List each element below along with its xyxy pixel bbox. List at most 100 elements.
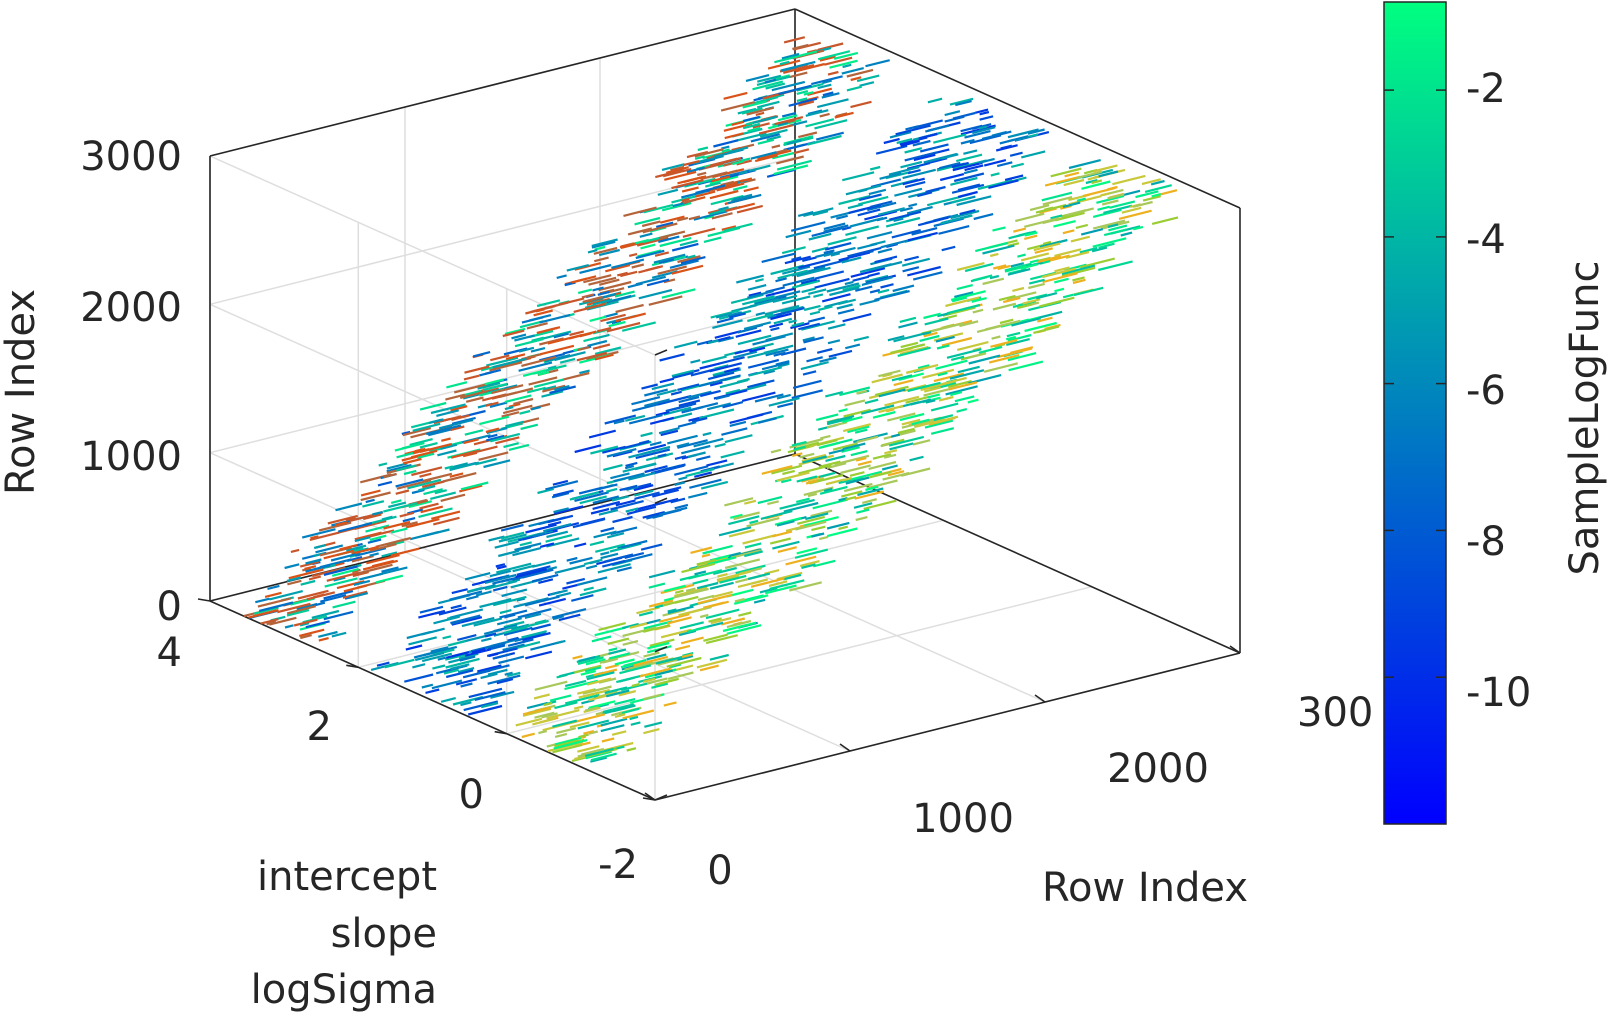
- sample-mark-slope: [384, 658, 415, 669]
- sample-mark-slope: [906, 205, 933, 215]
- sample-mark-intercept: [635, 249, 665, 260]
- sample-mark-logSigma: [1061, 264, 1096, 275]
- sample-mark-slope: [974, 108, 989, 114]
- sample-mark-intercept: [658, 258, 675, 264]
- sample-mark-intercept: [669, 259, 699, 269]
- sample-mark-intercept: [822, 91, 834, 97]
- sample-mark-intercept: [850, 100, 872, 109]
- sample-mark-logSigma: [826, 421, 848, 429]
- sample-mark-slope: [869, 165, 881, 171]
- sample-mark-slope: [826, 282, 860, 293]
- sample-mark-slope: [781, 295, 811, 305]
- sample-mark-intercept: [396, 479, 432, 490]
- sample-mark-slope: [727, 311, 743, 317]
- sample-mark-slope: [747, 313, 774, 323]
- sample-mark-slope: [1007, 135, 1029, 143]
- sample-mark-slope: [613, 419, 625, 425]
- sample-mark-slope: [949, 97, 974, 106]
- sample-mark-logSigma: [554, 732, 568, 738]
- sample-mark-slope: [839, 242, 852, 248]
- sample-mark-intercept: [419, 502, 439, 510]
- sample-mark-intercept: [579, 369, 590, 375]
- sample-mark-intercept: [865, 59, 890, 68]
- sample-mark-intercept: [841, 67, 864, 75]
- sample-mark-intercept: [378, 462, 388, 467]
- sample-mark-logSigma: [526, 701, 548, 710]
- colorbar-label: SampleLogFunc: [1562, 261, 1607, 576]
- sample-mark-intercept: [462, 392, 483, 400]
- sample-mark-logSigma: [1109, 200, 1136, 209]
- sample-mark-logSigma: [850, 450, 868, 457]
- sample-mark-intercept: [796, 90, 809, 95]
- sample-mark-logSigma: [577, 656, 604, 665]
- sample-mark-logSigma: [997, 264, 1011, 271]
- sample-mark-slope: [640, 431, 653, 438]
- sample-mark-slope: [450, 604, 462, 610]
- sample-mark-logSigma: [774, 517, 802, 526]
- sample-mark-logSigma: [726, 624, 762, 635]
- sample-mark-slope: [702, 431, 712, 437]
- sample-mark-slope: [956, 153, 983, 163]
- sample-mark-intercept: [827, 70, 839, 76]
- sample-mark-logSigma: [1054, 211, 1085, 222]
- sample-mark-intercept: [783, 64, 815, 74]
- sample-mark-intercept: [682, 160, 700, 167]
- sample-mark-intercept: [365, 529, 395, 539]
- grid-line: [209, 452, 656, 653]
- sample-mark-slope: [790, 322, 810, 330]
- sample-mark-intercept: [753, 95, 779, 105]
- sample-mark-slope: [802, 370, 817, 376]
- sample-mark-intercept: [643, 203, 674, 214]
- sample-mark-logSigma: [629, 622, 648, 629]
- sample-mark-slope: [464, 648, 492, 657]
- sample-mark-logSigma: [556, 727, 577, 735]
- sample-mark-logSigma: [772, 530, 793, 538]
- sample-mark-slope: [911, 227, 938, 236]
- sample-mark-slope: [572, 518, 605, 529]
- sample-mark-intercept: [383, 502, 418, 513]
- sample-mark-slope: [709, 381, 723, 387]
- sample-mark-logSigma: [749, 519, 759, 525]
- sample-mark-logSigma: [629, 715, 639, 721]
- sample-mark-intercept: [705, 181, 721, 188]
- sample-mark-intercept: [658, 235, 680, 243]
- sample-mark-logSigma: [655, 656, 683, 665]
- z-tick-label: 3000: [80, 134, 182, 180]
- sample-mark-slope: [775, 360, 790, 366]
- sample-mark-intercept: [502, 404, 533, 415]
- sample-mark-logSigma: [865, 485, 879, 492]
- sample-mark-slope: [712, 319, 743, 329]
- sample-mark-slope: [499, 609, 528, 619]
- sample-mark-slope: [755, 278, 764, 283]
- sample-mark-slope: [706, 402, 732, 411]
- sample-mark-logSigma: [849, 471, 865, 477]
- sample-mark-slope: [865, 274, 889, 283]
- sample-mark-logSigma: [564, 693, 600, 705]
- sample-mark-slope: [867, 201, 897, 212]
- sample-mark-intercept: [460, 481, 489, 491]
- sample-mark-slope: [496, 565, 507, 570]
- sample-mark-slope: [808, 288, 827, 295]
- sample-mark-slope: [979, 115, 994, 121]
- sample-mark-slope: [658, 427, 680, 435]
- sample-mark-slope: [644, 388, 668, 397]
- sample-mark-slope: [888, 165, 920, 176]
- sample-mark-logSigma: [710, 617, 732, 625]
- sample-mark-logSigma: [856, 389, 867, 395]
- sample-mark-slope: [573, 542, 587, 548]
- sample-mark-slope: [522, 631, 551, 642]
- sample-mark-slope: [609, 542, 642, 553]
- sample-mark-logSigma: [699, 664, 719, 672]
- sample-mark-logSigma: [1072, 278, 1086, 285]
- sample-mark-intercept: [694, 155, 706, 160]
- sample-mark-logSigma: [903, 384, 927, 392]
- sample-mark-logSigma: [1079, 257, 1115, 269]
- sample-mark-logSigma: [1112, 174, 1146, 186]
- sample-mark-logSigma: [664, 584, 686, 593]
- sample-mark-slope: [724, 434, 753, 444]
- sample-mark-intercept: [248, 609, 279, 619]
- sample-mark-intercept: [331, 631, 347, 638]
- sample-mark-slope: [904, 151, 938, 162]
- sample-mark-intercept: [742, 122, 761, 130]
